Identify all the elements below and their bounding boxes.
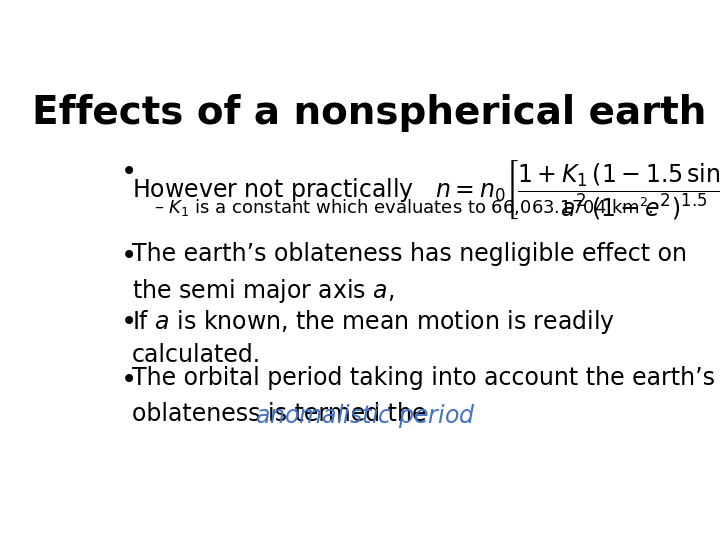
Text: •: • <box>121 158 137 186</box>
Text: the semi major axis $a,$: the semi major axis $a,$ <box>132 277 395 305</box>
Text: •: • <box>121 366 137 394</box>
Text: •: • <box>121 308 137 336</box>
Text: The earth’s oblateness has negligible effect on: The earth’s oblateness has negligible ef… <box>132 241 687 266</box>
Text: $\it{anomalistic\ period}$: $\it{anomalistic\ period}$ <box>255 402 475 430</box>
Text: oblateness is termed the: oblateness is termed the <box>132 402 434 426</box>
Text: The orbital period taking into account the earth’s: The orbital period taking into account t… <box>132 366 715 390</box>
Text: – $K_1$ is a constant which evaluates to 66,063.1704 km$^2$.: – $K_1$ is a constant which evaluates to… <box>154 196 654 219</box>
Text: If $a$ is known, the mean motion is readily: If $a$ is known, the mean motion is read… <box>132 308 615 336</box>
Text: calculated.: calculated. <box>132 343 261 367</box>
Text: Effects of a nonspherical earth: Effects of a nonspherical earth <box>32 94 706 132</box>
Text: •: • <box>121 241 137 269</box>
Text: However not practically   $n = n_0\left[\dfrac{1 + K_1\,(1 - 1.5\,\sin^2 i)}{a^2: However not practically $n = n_0\left[\d… <box>132 158 720 222</box>
